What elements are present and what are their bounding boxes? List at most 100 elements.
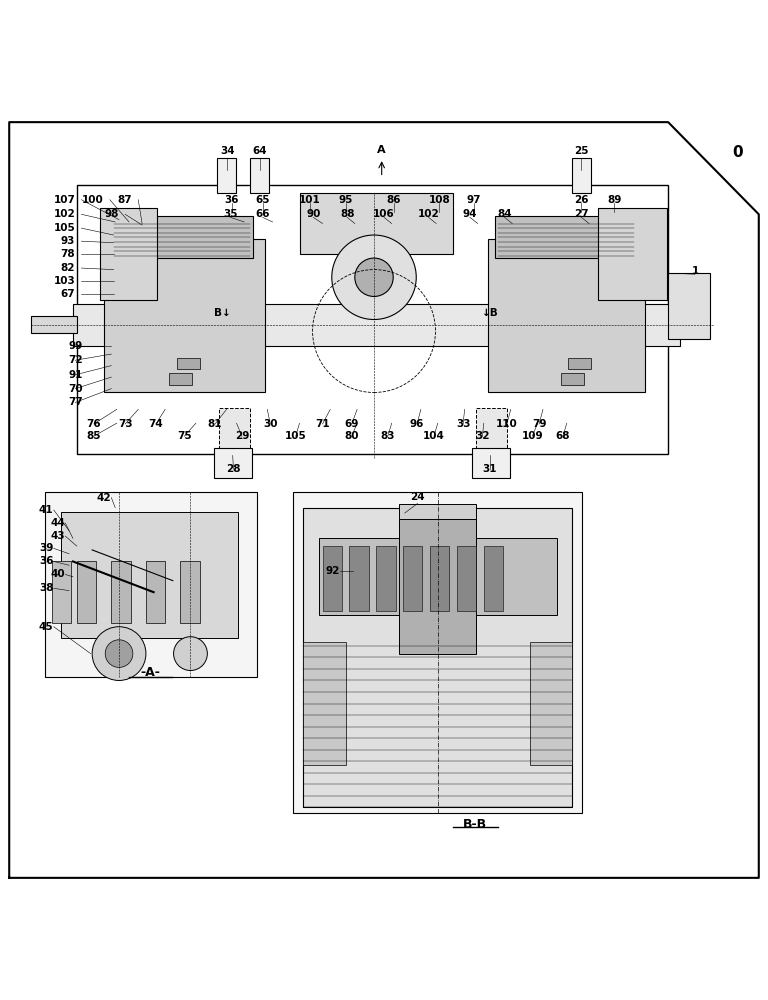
Text: 102: 102 — [418, 209, 439, 219]
Text: 69: 69 — [345, 419, 359, 429]
Text: 35: 35 — [223, 209, 237, 219]
Text: 100: 100 — [82, 195, 104, 205]
Bar — [250, 158, 269, 193]
Bar — [180, 561, 200, 623]
Text: 75: 75 — [177, 431, 192, 441]
Text: 70: 70 — [68, 384, 83, 394]
Bar — [217, 158, 236, 193]
Text: 88: 88 — [340, 209, 354, 219]
Text: 76: 76 — [86, 419, 101, 429]
Text: 110: 110 — [496, 419, 518, 429]
Text: 80: 80 — [345, 431, 359, 441]
Text: 43: 43 — [50, 531, 65, 541]
Text: 34: 34 — [220, 146, 235, 156]
Text: 107: 107 — [54, 195, 75, 205]
Text: 40: 40 — [50, 569, 65, 579]
Text: 82: 82 — [61, 263, 75, 273]
Text: 102: 102 — [54, 209, 75, 219]
Text: 25: 25 — [574, 146, 588, 156]
Text: 68: 68 — [556, 431, 570, 441]
Bar — [77, 185, 668, 454]
Text: 31: 31 — [483, 464, 497, 474]
Text: 39: 39 — [39, 543, 53, 553]
Text: 83: 83 — [381, 431, 395, 441]
Text: 79: 79 — [532, 419, 546, 429]
Text: 98: 98 — [104, 209, 119, 219]
Text: 104: 104 — [423, 431, 445, 441]
Text: 89: 89 — [607, 195, 621, 205]
Text: 84: 84 — [497, 209, 512, 219]
Text: 73: 73 — [118, 419, 133, 429]
Text: 24: 24 — [409, 492, 425, 502]
Bar — [61, 512, 238, 638]
Text: 0: 0 — [732, 145, 743, 160]
Bar — [457, 546, 476, 611]
Bar — [300, 193, 453, 254]
Text: 45: 45 — [38, 622, 54, 632]
Bar — [319, 538, 557, 615]
Text: 108: 108 — [429, 195, 450, 205]
Bar — [349, 546, 369, 611]
Bar — [561, 373, 584, 385]
Text: 93: 93 — [61, 236, 75, 246]
Text: -A-: -A- — [141, 666, 161, 679]
Bar — [146, 561, 165, 623]
Text: 74: 74 — [148, 419, 164, 429]
Text: 105: 105 — [285, 431, 306, 441]
Bar — [530, 642, 572, 765]
Text: B-B: B-B — [462, 818, 487, 831]
Text: 103: 103 — [54, 276, 75, 286]
Bar — [376, 546, 396, 611]
Bar — [472, 448, 510, 478]
Text: 36: 36 — [39, 556, 53, 566]
Text: 38: 38 — [39, 583, 53, 593]
Text: 97: 97 — [467, 195, 481, 205]
Circle shape — [174, 637, 207, 670]
Text: 64: 64 — [252, 146, 267, 156]
Text: ↓B: ↓B — [482, 308, 498, 318]
Text: 1: 1 — [691, 266, 699, 276]
Bar — [476, 408, 507, 458]
Bar — [668, 273, 710, 339]
Text: B↓: B↓ — [214, 308, 231, 318]
Text: A: A — [377, 145, 386, 155]
Text: 85: 85 — [87, 431, 101, 441]
Bar — [488, 239, 645, 392]
Bar — [169, 373, 192, 385]
Bar — [403, 546, 422, 611]
Bar — [430, 546, 449, 611]
Bar — [219, 408, 250, 458]
Bar — [45, 492, 257, 677]
Bar — [598, 208, 667, 300]
Circle shape — [92, 627, 146, 680]
Text: 72: 72 — [68, 355, 83, 365]
Bar — [214, 448, 252, 478]
Text: 105: 105 — [54, 223, 75, 233]
Text: 86: 86 — [387, 195, 401, 205]
Text: 30: 30 — [263, 419, 277, 429]
Text: 95: 95 — [339, 195, 353, 205]
Bar — [399, 519, 476, 654]
Text: 99: 99 — [68, 341, 82, 351]
Text: 27: 27 — [574, 209, 589, 219]
Bar — [31, 316, 77, 333]
Text: 26: 26 — [574, 195, 588, 205]
Text: 71: 71 — [315, 419, 330, 429]
Text: 41: 41 — [38, 505, 54, 515]
Text: 65: 65 — [256, 195, 270, 205]
Bar — [111, 216, 253, 258]
Bar — [111, 561, 131, 623]
Bar — [572, 158, 591, 193]
Text: 44: 44 — [50, 518, 65, 528]
Text: 106: 106 — [373, 209, 395, 219]
Bar — [177, 358, 200, 369]
Bar — [323, 546, 342, 611]
Text: 28: 28 — [227, 464, 240, 474]
Text: 81: 81 — [208, 419, 222, 429]
Text: 78: 78 — [61, 249, 75, 259]
Text: 42: 42 — [96, 493, 111, 503]
Text: 94: 94 — [463, 209, 477, 219]
Bar — [77, 561, 96, 623]
Bar — [399, 504, 476, 527]
Text: 96: 96 — [410, 419, 424, 429]
